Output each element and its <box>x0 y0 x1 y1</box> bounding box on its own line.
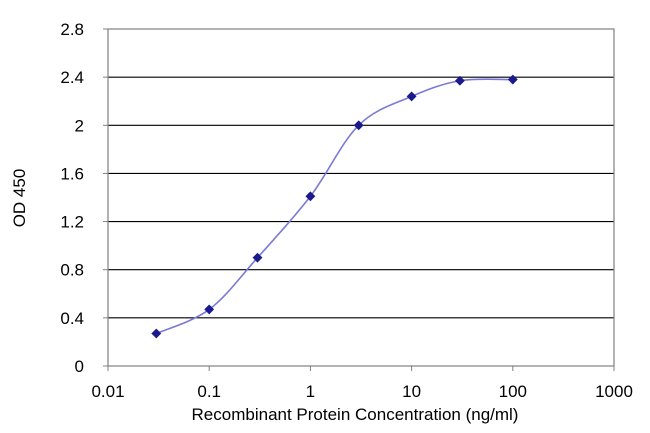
x-tick-label: 0.01 <box>91 382 124 401</box>
x-axis-title: Recombinant Protein Concentration (ng/ml… <box>192 405 519 424</box>
data-point <box>151 328 162 339</box>
x-tick-label: 1 <box>306 382 315 401</box>
data-point <box>507 74 518 85</box>
x-axis-ticks: 0.01 0.1 1 10 100 1000 <box>91 366 633 401</box>
data-point <box>353 120 364 131</box>
y-tick-label: 1.6 <box>60 164 84 183</box>
y-tick-label: 2.4 <box>60 68 84 87</box>
data-point <box>252 252 263 263</box>
data-point <box>204 304 215 315</box>
data-series <box>151 74 518 339</box>
gridlines <box>108 76 614 319</box>
y-axis-ticks: 0 0.4 0.8 1.2 1.6 2 2.4 2.8 <box>60 20 108 376</box>
data-point <box>454 75 465 86</box>
x-tick-label: 0.1 <box>197 382 221 401</box>
y-axis-title: OD 450 <box>10 169 29 228</box>
x-tick-label: 10 <box>402 382 421 401</box>
y-tick-label: 2 <box>75 116 84 135</box>
y-tick-label: 0 <box>75 357 84 376</box>
series-line <box>155 78 513 335</box>
y-tick-label: 1.2 <box>60 213 84 232</box>
x-tick-label: 100 <box>499 382 527 401</box>
x-tick-label: 1000 <box>595 382 633 401</box>
data-point <box>305 191 316 202</box>
plot-area-border <box>107 28 615 367</box>
data-point <box>406 91 417 102</box>
y-tick-label: 2.8 <box>60 20 84 39</box>
y-tick-label: 0.4 <box>60 309 84 328</box>
y-tick-label: 0.8 <box>60 261 84 280</box>
